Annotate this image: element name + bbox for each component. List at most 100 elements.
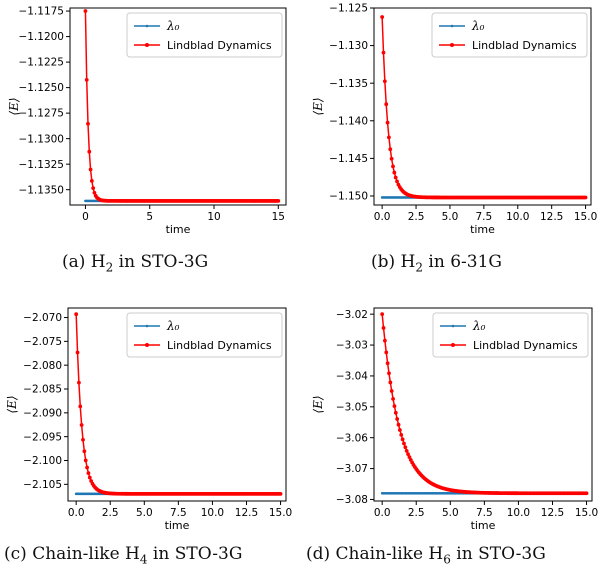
data-point (406, 452, 410, 457)
caption-a-suffix: in STO-3G (113, 252, 209, 272)
y-tick-label: −3.08 (336, 494, 368, 506)
data-point (395, 179, 399, 184)
y-tick-label: −1.1325 (18, 159, 64, 171)
y-tick-label: −2.070 (23, 312, 62, 324)
data-point (392, 170, 397, 175)
x-tick-label: 10.0 (507, 507, 530, 519)
y-tick-label: −1.1200 (18, 31, 64, 43)
y-axis-label: ⟨E⟩ (5, 395, 19, 413)
data-point (92, 190, 97, 195)
data-point (381, 50, 386, 55)
y-axis-label: ⟨E⟩ (311, 97, 325, 115)
caption-b-suffix: in 6-31G (423, 252, 502, 272)
data-point (399, 432, 404, 437)
data-point (391, 164, 395, 169)
legend: λ₀ Lindblad Dynamics (126, 312, 283, 358)
plot-frame (373, 7, 592, 206)
x-tick-label: 7.5 (476, 211, 493, 223)
chart-panel-d: 0.0 2.5 5.0 7.5 10.0 12.5 15.0 −3.02 −3.03 −3.04 −… (303, 300, 603, 571)
x-tick-label: 5.0 (442, 211, 459, 223)
x-axis-label: time (471, 519, 496, 532)
y-tick-label: −1.150 (329, 191, 368, 203)
data-point (381, 326, 386, 330)
caption-d-sub: 6 (443, 552, 451, 567)
data-point (385, 120, 390, 125)
data-point (389, 389, 394, 393)
legend: λ₀ Lindblad Dynamics (431, 12, 588, 58)
legend: λ₀ Lindblad Dynamics (432, 312, 589, 358)
y-tick-label: −2.080 (23, 360, 62, 372)
legend-box (126, 312, 283, 358)
caption-a-sub: 2 (105, 260, 114, 275)
y-tick-label: −2.095 (23, 431, 62, 443)
chart-panel-c: 0.0 2.5 5.0 7.5 10.0 12.5 15.0 −2.070 −2.075 −2.0… (0, 300, 300, 571)
data-point (85, 465, 89, 470)
x-tick-label: 7.5 (476, 507, 493, 519)
data-point (392, 404, 397, 408)
x-tick-label: 7.5 (170, 507, 187, 519)
data-point (380, 15, 385, 19)
legend-label: Lindblad Dynamics (472, 39, 577, 52)
data-point (81, 437, 85, 442)
x-tick-label: 15 (272, 211, 285, 223)
legend-swatch-marker (450, 24, 454, 28)
data-point (393, 175, 398, 180)
y-tick-label: −2.105 (23, 479, 62, 491)
x-tick-label: 12.5 (540, 211, 563, 223)
chart-panel-a: 0 5 10 15 −1.1175 −1.1200 −1.1225 −1.1250 −1.127… (0, 0, 300, 285)
data-point (383, 338, 387, 343)
caption-d-suffix: in STO-3G (450, 544, 546, 564)
x-tick-label: 5.0 (136, 507, 153, 519)
x-tick-label: 0.0 (374, 507, 391, 519)
x-axis-label: time (470, 223, 495, 236)
caption-c-sub: 4 (139, 552, 148, 567)
legend-label: Lindblad Dynamics (167, 39, 272, 52)
y-tick-label: −3.03 (336, 340, 368, 352)
chart-d: 0.0 2.5 5.0 7.5 10.0 12.5 15.0 −3.02 −3.03 −3.04 −… (311, 307, 598, 532)
caption-d-prefix: (d) Chain-like H (306, 544, 444, 564)
legend-swatch-marker (145, 43, 149, 47)
data-point (84, 77, 89, 82)
data-point (402, 441, 406, 446)
data-point (78, 404, 83, 409)
caption-c: (c) Chain-like H4 in STO-3G (4, 544, 242, 566)
x-tick-label: 5 (146, 211, 153, 223)
x-tick-label: 0 (82, 211, 89, 223)
chart-b: 0.0 2.5 5.0 7.5 10.0 12.5 15.0 −1.125 −1.130 −1.1… (311, 3, 597, 236)
y-tick-label: −1.1350 (18, 184, 64, 196)
x-tick-label: 15.0 (575, 507, 598, 519)
x-tick-label: 2.5 (102, 507, 119, 519)
y-tick-label: −1.1250 (18, 82, 64, 94)
data-point (88, 167, 93, 172)
x-tick-label: 2.5 (408, 507, 425, 519)
data-point (396, 422, 401, 427)
data-point (382, 79, 387, 84)
data-point (393, 410, 398, 415)
y-tick-label: −1.1175 (18, 6, 64, 18)
legend-swatch-marker (145, 324, 149, 328)
x-tick-label: 5.0 (442, 507, 459, 519)
legend-label: Lindblad Dynamics (167, 339, 272, 352)
data-point (404, 448, 409, 453)
series-lindblad (380, 15, 588, 200)
data-point (75, 350, 80, 355)
x-axis-label: time (165, 519, 190, 532)
legend-box (126, 12, 283, 58)
y-tick-label: −3.07 (336, 463, 368, 475)
legend-box (431, 12, 588, 58)
caption-b-prefix: (b) H (371, 252, 416, 272)
data-point (584, 491, 589, 496)
chart-a: 0 5 10 15 −1.1175 −1.1200 −1.1225 −1.1250 −1.127… (7, 6, 287, 236)
x-tick-label: 10.0 (201, 507, 224, 519)
x-tick-label: 0.0 (68, 507, 85, 519)
data-point (83, 458, 88, 463)
caption-c-suffix: in STO-3G (147, 544, 243, 564)
data-point (400, 437, 405, 442)
legend-swatch-marker (450, 43, 454, 47)
x-tick-label: 2.5 (408, 211, 425, 223)
data-point (87, 475, 92, 480)
legend-box (432, 312, 589, 358)
y-tick-label: −1.1225 (18, 57, 64, 69)
x-tick-label: 15.0 (269, 507, 292, 519)
data-point (583, 195, 588, 200)
